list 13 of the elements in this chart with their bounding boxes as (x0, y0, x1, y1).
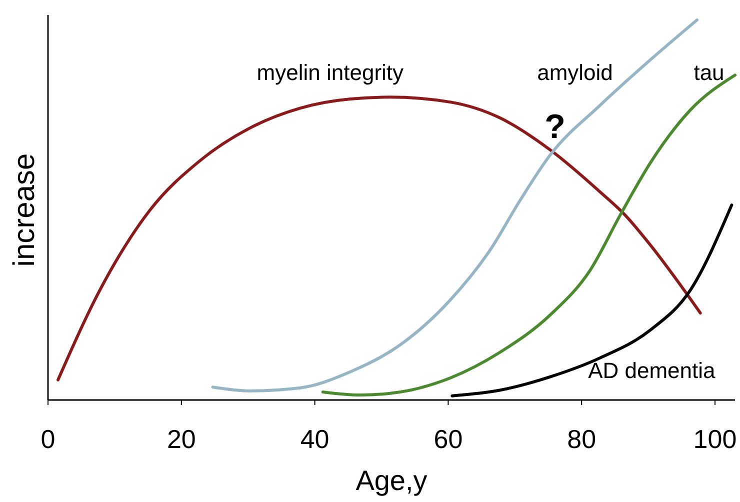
series-label: amyloid (537, 60, 613, 85)
x-tick-label: 0 (40, 424, 56, 454)
annotation: ? (544, 108, 566, 146)
y-axis-title: increase (8, 153, 41, 267)
series-label: AD dementia (588, 358, 716, 384)
x-tick-label: 80 (567, 424, 596, 454)
series-label: tau (694, 60, 724, 86)
x-axis-title: Age,y (356, 465, 428, 496)
series-label: myelin integrity (256, 60, 404, 86)
x-tick-label: 20 (166, 424, 196, 454)
x-tick-label: 100 (693, 424, 737, 454)
x-tick-label: 40 (300, 424, 330, 454)
x-tick-label: 60 (434, 424, 463, 454)
